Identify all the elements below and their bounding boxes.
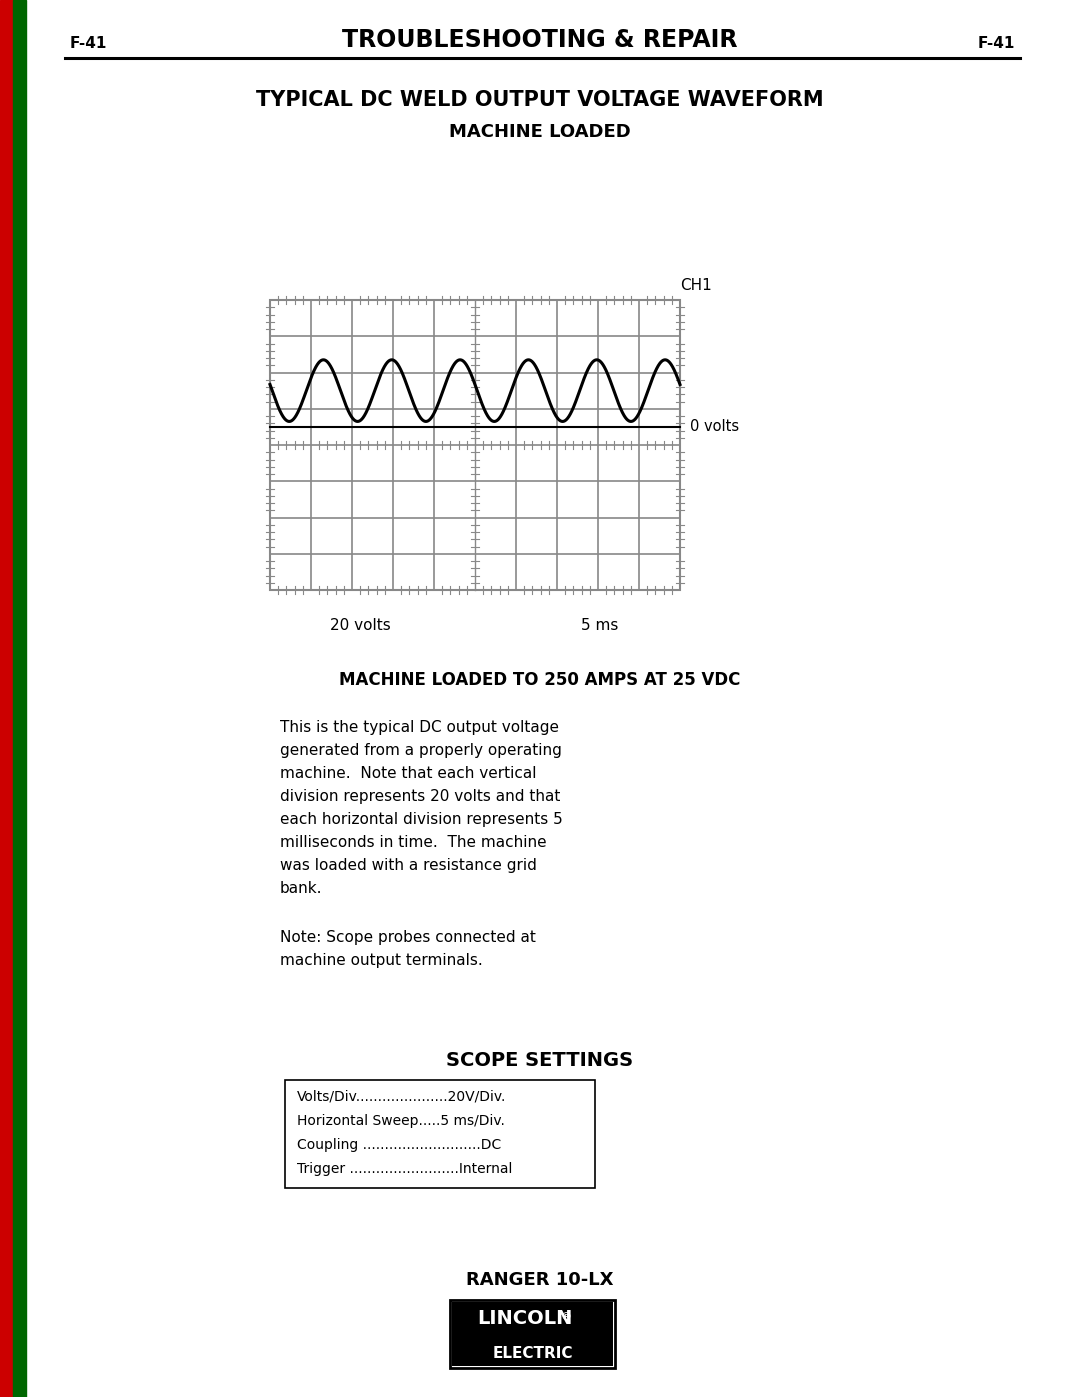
Text: 0 volts: 0 volts (690, 419, 739, 434)
Text: machine output terminals.: machine output terminals. (280, 953, 483, 968)
Text: 20 volts: 20 volts (329, 617, 390, 633)
Text: F-41: F-41 (977, 35, 1015, 50)
Text: ELECTRIC: ELECTRIC (492, 1345, 572, 1361)
Text: ®: ® (561, 1312, 571, 1322)
Text: bank.: bank. (280, 882, 323, 895)
Text: SCOPE SETTINGS: SCOPE SETTINGS (446, 1051, 634, 1070)
Bar (0, 0, 13, 1397)
Text: Trigger .........................Internal: Trigger .........................Interna… (297, 1162, 512, 1176)
Text: Volts/Div.....................20V/Div.: Volts/Div.....................20V/Div. (297, 1090, 507, 1104)
Text: was loaded with a resistance grid: was loaded with a resistance grid (280, 858, 537, 873)
Text: Return to Section TOC: Return to Section TOC (1, 1112, 11, 1228)
Bar (270, 300, 680, 590)
Text: F-41: F-41 (70, 35, 107, 50)
Text: CH1: CH1 (680, 278, 712, 292)
Text: TROUBLESHOOTING & REPAIR: TROUBLESHOOTING & REPAIR (342, 28, 738, 52)
Text: TYPICAL DC WELD OUTPUT VOLTAGE WAVEFORM: TYPICAL DC WELD OUTPUT VOLTAGE WAVEFORM (256, 89, 824, 110)
Text: Return to Section TOC: Return to Section TOC (1, 722, 11, 838)
Text: division represents 20 volts and that: division represents 20 volts and that (280, 789, 561, 805)
Text: Note: Scope probes connected at: Note: Scope probes connected at (280, 930, 536, 944)
Text: LINCOLN: LINCOLN (476, 1309, 572, 1329)
Bar (285, 1080, 595, 1187)
Text: Return to Master TOC: Return to Master TOC (14, 434, 24, 546)
Bar (450, 1301, 615, 1368)
Text: Coupling ...........................DC: Coupling ...........................DC (297, 1139, 501, 1153)
Text: generated from a properly operating: generated from a properly operating (280, 743, 562, 759)
Bar (13, 0, 26, 1397)
Text: 5 ms: 5 ms (581, 617, 619, 633)
Text: each horizontal division represents 5: each horizontal division represents 5 (280, 812, 563, 827)
Text: milliseconds in time.  The machine: milliseconds in time. The machine (280, 835, 546, 849)
Text: MACHINE LOADED: MACHINE LOADED (449, 123, 631, 141)
Text: Horizontal Sweep.....5 ms/Div.: Horizontal Sweep.....5 ms/Div. (297, 1113, 504, 1127)
Text: Return to Master TOC: Return to Master TOC (14, 1113, 24, 1227)
Bar (453, 1334, 613, 1366)
Text: RANGER 10-LX: RANGER 10-LX (467, 1271, 613, 1289)
Text: Return to Section TOC: Return to Section TOC (1, 432, 11, 548)
Text: This is the typical DC output voltage: This is the typical DC output voltage (280, 719, 559, 735)
Text: Return to Master TOC: Return to Master TOC (14, 144, 24, 256)
Bar (453, 1302, 613, 1334)
Text: machine.  Note that each vertical: machine. Note that each vertical (280, 766, 537, 781)
Text: Return to Master TOC: Return to Master TOC (14, 724, 24, 837)
Text: Return to Section TOC: Return to Section TOC (1, 142, 11, 258)
Text: MACHINE LOADED TO 250 AMPS AT 25 VDC: MACHINE LOADED TO 250 AMPS AT 25 VDC (339, 671, 741, 689)
